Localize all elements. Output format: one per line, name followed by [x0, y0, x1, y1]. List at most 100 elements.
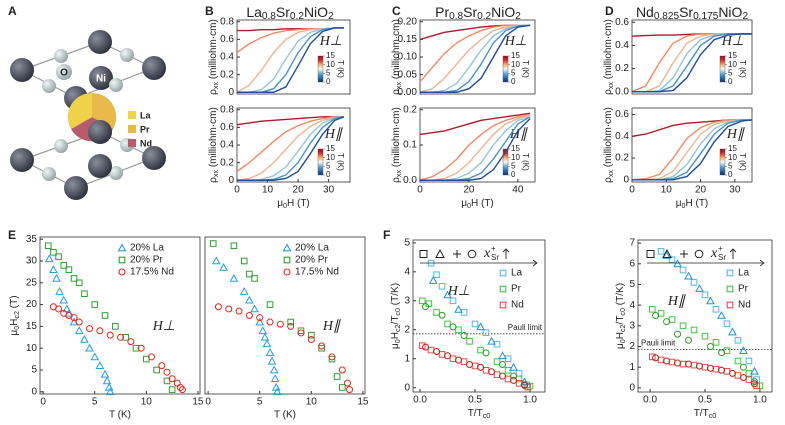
- marker: [158, 362, 166, 370]
- marker: [106, 331, 114, 339]
- marker: [493, 358, 501, 365]
- y-tick-label: 0.10: [398, 52, 418, 63]
- legend-note-sup: +: [718, 244, 723, 253]
- y-tick-label: 3: [629, 320, 635, 331]
- marker: [212, 256, 221, 265]
- marker: [168, 386, 176, 393]
- y-axis-label-part: H: [9, 319, 20, 326]
- marker: [477, 346, 484, 354]
- y-tick-label: 0.2: [615, 63, 629, 74]
- marker: [246, 270, 253, 278]
- x-tick-label: 0.5: [468, 395, 482, 406]
- atom-label: O: [60, 68, 68, 79]
- y-axis-label: ρxx (milliohm·cm): [391, 107, 403, 183]
- marker: [679, 322, 687, 330]
- legend-note: x: [710, 246, 718, 261]
- chart-title-part: Sr: [463, 4, 477, 20]
- legend-label: Nd: [511, 300, 524, 311]
- y-axis-label-part: c2: [393, 324, 402, 332]
- field-label: H∥: [726, 127, 745, 142]
- colorbar: [719, 148, 726, 176]
- y-tick-label: 30: [26, 256, 38, 267]
- marker: [476, 322, 485, 331]
- y-axis-label-part: c0: [393, 308, 402, 316]
- legend-label: 20% Pr: [130, 255, 163, 266]
- atom: [42, 167, 56, 181]
- y-tick-label: 2: [404, 324, 410, 335]
- x-tick-label: 10: [306, 397, 318, 408]
- y-tick-label: 0.1: [403, 140, 417, 151]
- marker: [499, 360, 507, 368]
- marker: [706, 364, 714, 372]
- marker: [745, 357, 753, 365]
- marker: [343, 379, 351, 387]
- y-axis-label-part: H: [390, 332, 401, 339]
- marker: [272, 387, 282, 396]
- y-axis-label-part: c2: [12, 311, 21, 319]
- marker: [163, 368, 171, 376]
- x-axis-label-part: T/T: [694, 408, 709, 419]
- marker: [328, 355, 336, 363]
- x-tick-label: 10: [262, 185, 274, 196]
- colorbar-tick-label: 10: [511, 60, 520, 69]
- y-axis-label: μ0Hc2 (T): [9, 295, 21, 335]
- marker: [695, 284, 704, 292]
- y-tick-label: 0: [629, 383, 635, 394]
- marker: [52, 273, 61, 282]
- curve: [237, 27, 344, 93]
- y-axis-label-part: (milliohm·cm): [603, 107, 614, 170]
- chart-title-part: Pr: [435, 4, 449, 20]
- marker: [118, 268, 126, 276]
- curve: [236, 116, 344, 126]
- marker: [471, 320, 479, 328]
- x-axis-label-part: 0: [283, 201, 287, 210]
- marker: [214, 303, 222, 311]
- marker: [422, 303, 430, 311]
- marker: [338, 384, 346, 391]
- marker: [449, 297, 457, 305]
- atom: [88, 154, 112, 178]
- field-label: H∥: [324, 127, 343, 142]
- y-tick-label: 0.6: [615, 109, 629, 120]
- marker: [706, 296, 715, 305]
- curve: [236, 116, 344, 181]
- marker: [117, 333, 125, 341]
- marker: [449, 323, 457, 331]
- atom: [64, 176, 88, 200]
- colorbar-label: T (K): [521, 60, 530, 78]
- x-axis-label: T (K): [109, 410, 131, 421]
- marker: [60, 262, 68, 269]
- field-label: H⊥: [152, 319, 175, 334]
- colorbar-label: T (K): [521, 153, 530, 171]
- x-tick-label: 15: [192, 397, 204, 408]
- marker: [723, 320, 731, 328]
- x-tick-label: 0.5: [698, 395, 712, 406]
- curve: [632, 33, 752, 93]
- marker: [81, 290, 88, 297]
- y-tick-label: 0.2: [220, 69, 234, 80]
- marker: [59, 295, 69, 304]
- y-axis-label-part: (T/K): [390, 283, 401, 308]
- chart-title-part: 0.175: [693, 11, 719, 22]
- y-tick-label: 35: [26, 234, 38, 245]
- marker: [346, 386, 354, 394]
- marker: [101, 312, 109, 319]
- colorbar-tick-label: 0: [511, 77, 516, 86]
- chart-title-part: 0.2: [290, 11, 304, 22]
- marker: [717, 366, 725, 374]
- marker: [723, 347, 731, 354]
- marker: [338, 366, 346, 374]
- legend-symbol: [435, 248, 445, 258]
- x-tick-label: 15: [357, 397, 369, 408]
- marker: [488, 368, 496, 376]
- colorbar-tick-label: 10: [728, 60, 737, 69]
- legend-symbol: [680, 250, 688, 258]
- colorbar-tick-label: 10: [728, 153, 737, 162]
- marker: [728, 369, 736, 377]
- marker: [454, 304, 463, 313]
- legend-label: Nd: [738, 300, 751, 311]
- marker: [696, 362, 704, 370]
- colorbar: [317, 55, 324, 83]
- marker: [118, 256, 126, 264]
- marker: [308, 331, 315, 339]
